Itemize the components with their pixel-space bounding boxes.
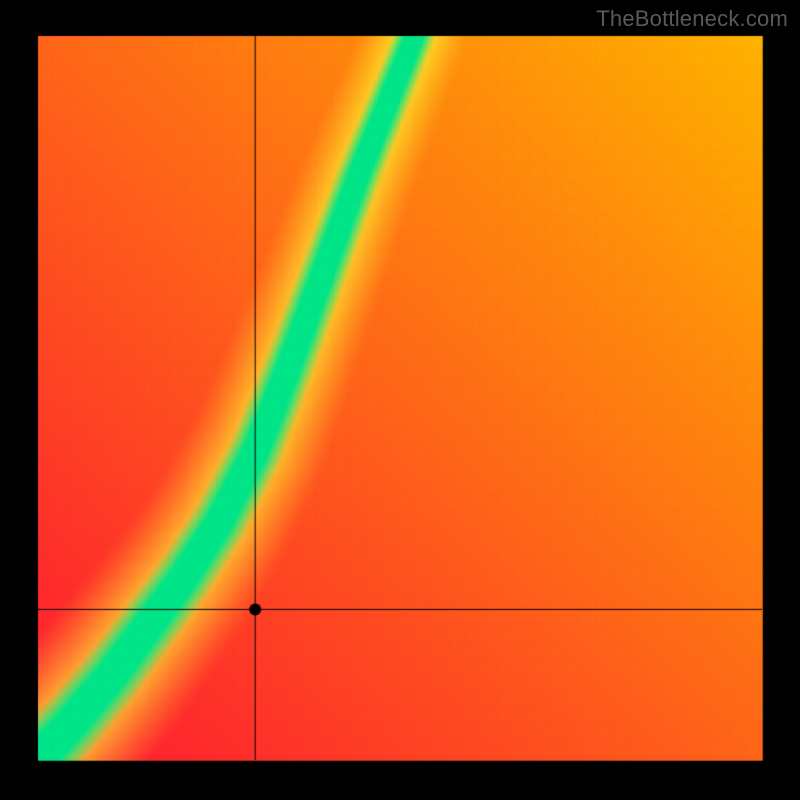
heatmap-canvas xyxy=(0,0,800,800)
watermark-label: TheBottleneck.com xyxy=(596,6,788,32)
bottleneck-heatmap-container: TheBottleneck.com xyxy=(0,0,800,800)
